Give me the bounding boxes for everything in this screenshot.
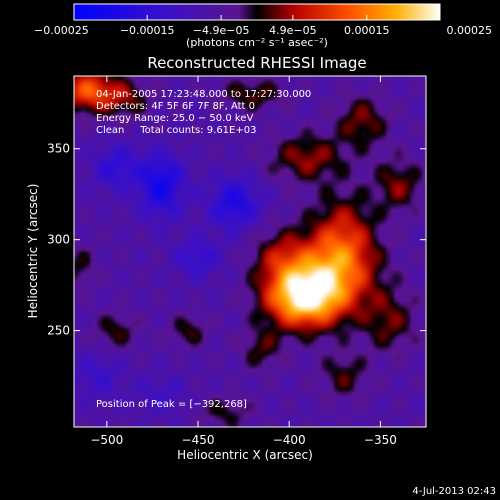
colorbar-units: (photons cm⁻² s⁻¹ asec⁻²) <box>186 36 328 49</box>
x-axis-label: Heliocentric X (arcsec) <box>177 448 313 462</box>
plot-frame <box>73 75 427 428</box>
x-tick-label: −500 <box>90 433 123 447</box>
x-tick-label: −350 <box>364 433 397 447</box>
colorbar-tick-label: −0.00025 <box>34 24 89 37</box>
colorbar-gradient <box>73 3 441 21</box>
colorbar-ticks: −0.00025 −0.00015 −4.9e−05 4.9e−05 0.00015 0.… <box>34 15 492 37</box>
y-tick-label: 250 <box>47 324 70 338</box>
footer-date: 4-Jul-2013 02:43 <box>412 486 496 497</box>
y-axis-label: Heliocentric Y (arcsec) <box>26 184 40 319</box>
chart-title: Reconstructed RHESSI Image <box>147 54 366 72</box>
observation-header: 04-Jan-2005 17:23:48.000 to 17:27:30.000… <box>96 89 311 136</box>
x-tick-label: −450 <box>182 433 215 447</box>
peak-position-label: Position of Peak = [−392,268] <box>96 399 247 410</box>
colorbar-tick-label: −4.9e−05 <box>193 24 250 37</box>
heatmap-image <box>74 76 426 427</box>
x-tick-label: −400 <box>273 433 306 447</box>
colorbar-tick-label: 0.00015 <box>344 24 390 37</box>
colorbar-tick-label: −0.00015 <box>120 24 175 37</box>
y-tick-label: 300 <box>47 233 70 247</box>
header-line-energy: Energy Range: 25.0 − 50.0 keV <box>96 113 253 124</box>
colorbar-tick-label: 0.00025 <box>447 24 493 37</box>
plot-area: −500 −450 −400 −350 250 300 350 <box>47 75 427 447</box>
colorbar: −0.00025 −0.00015 −4.9e−05 4.9e−05 0.00015 0.… <box>34 3 492 49</box>
y-tick-label: 350 <box>47 142 70 156</box>
axis-ticks: −500 −450 −400 −350 250 300 350 <box>47 76 426 447</box>
header-line-detectors: Detectors: 4F 5F 6F 7F 8F, Att 0 <box>96 101 255 112</box>
header-line-clean: Clean Total counts: 9.61E+03 <box>96 125 256 136</box>
colorbar-tick-label: 4.9e−05 <box>269 24 316 37</box>
header-line-time: 04-Jan-2005 17:23:48.000 to 17:27:30.000 <box>96 89 311 100</box>
